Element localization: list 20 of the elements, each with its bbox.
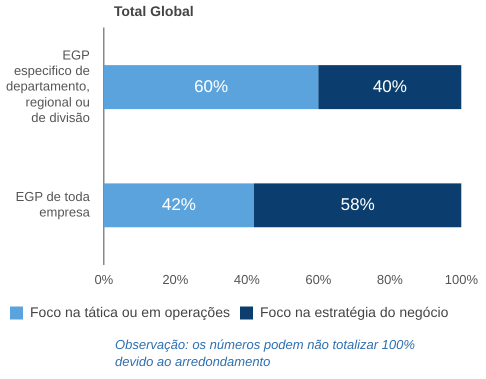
x-tick-label: 100% [444,272,478,287]
x-tick-label: 0% [94,272,114,287]
data-label: 58% [340,194,375,214]
chart-title: Total Global [114,2,194,19]
data-label: 60% [194,76,228,96]
bar [254,183,462,228]
legend-label: Foco na tática ou em operações [30,304,230,320]
bar [104,65,318,110]
x-tick-label: 20% [162,272,189,287]
x-tick-label: 60% [305,272,332,287]
legend-label: Foco na estratégia do negócio [260,304,449,320]
bar [318,65,462,110]
y-tick-label: EGP de toda empresa [16,189,91,220]
bar [104,183,254,228]
data-label: 42% [162,194,196,214]
text: Observação: os números podem não totalizar 100% devido ao arredondamento [115,336,415,370]
x-tick-label: 80% [376,272,404,287]
y-tick-label: EGP especifico de departamento, regional ou de divisão [6,47,90,125]
x-tick-label: 40% [234,272,260,287]
data-label: 40% [372,76,407,96]
